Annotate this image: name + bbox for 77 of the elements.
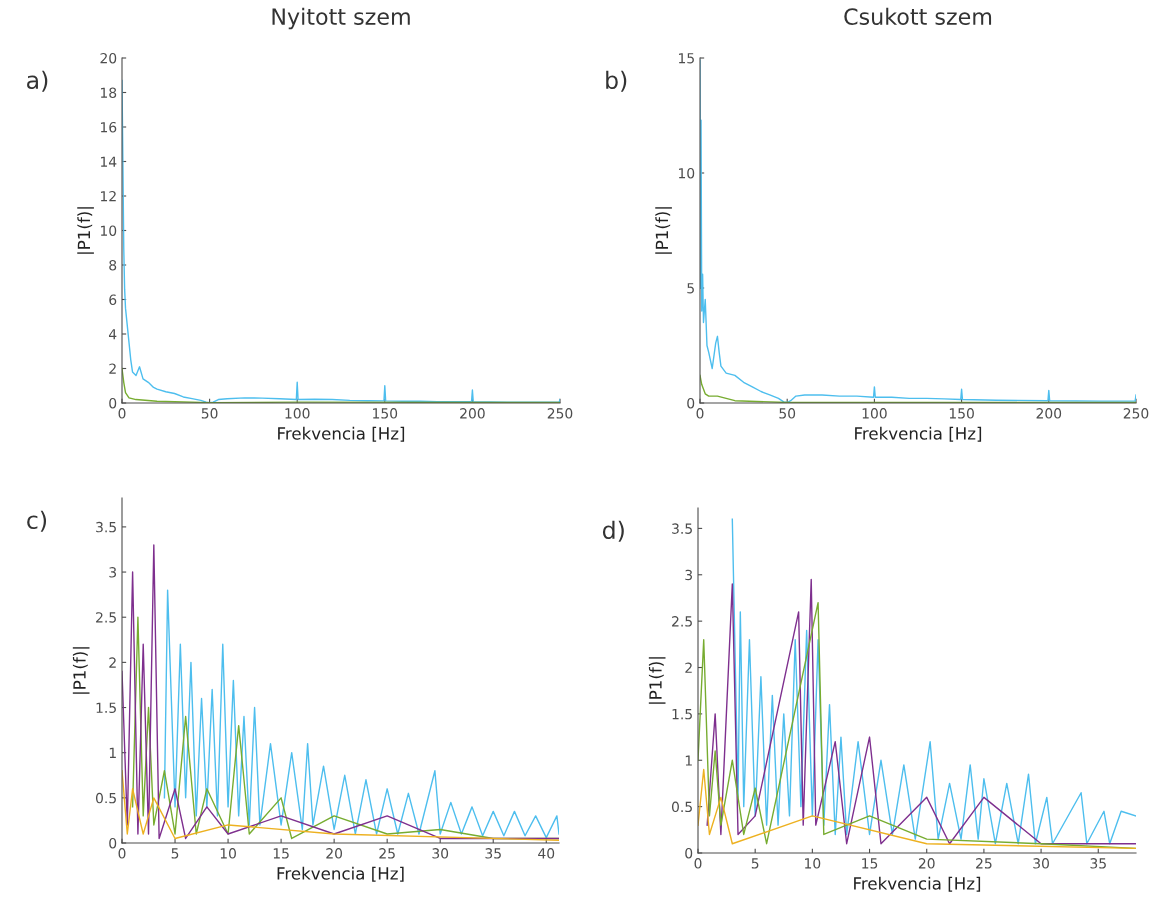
- y-axis-title: |P1(f)|: [648, 657, 666, 704]
- line-series: [698, 768, 1136, 850]
- y-tick-label: 6: [109, 294, 117, 305]
- line-series: [731, 518, 1136, 845]
- y-tick-label: 3: [685, 569, 693, 581]
- x-tick-label: 20: [326, 848, 343, 859]
- y-tick-label: 2.5: [96, 612, 116, 623]
- y-tick-label: 1: [109, 747, 116, 758]
- y-tick-label: 16: [100, 121, 117, 133]
- y-tick-label: 12: [100, 190, 116, 202]
- y-tick-label: 0.5: [671, 801, 692, 813]
- y-tick-label: 3.5: [96, 521, 116, 533]
- y-tick-label: 5: [687, 283, 694, 294]
- y-tick-label: 8: [109, 259, 117, 271]
- x-tick-label: 0: [696, 408, 704, 419]
- x-tick-label: 50: [201, 408, 218, 419]
- y-tick-label: 1.5: [672, 709, 692, 720]
- line-series: [163, 589, 559, 839]
- y-tick-label: 4: [108, 329, 117, 340]
- x-axis-title: Frekvencia [Hz]: [278, 426, 405, 442]
- y-tick-label: 2: [685, 662, 692, 673]
- x-tick-label: 35: [1090, 858, 1106, 869]
- x-tick-label: 5: [751, 858, 759, 869]
- y-tick-label: 2: [109, 657, 116, 668]
- x-tick-label: 10: [220, 848, 236, 859]
- x-tick-label: 25: [976, 858, 992, 869]
- text: b): [606, 70, 627, 92]
- x-axis-title: Frekvencia [Hz]: [854, 876, 981, 892]
- y-tick-label: 3.5: [672, 523, 692, 534]
- chart-title: Csukott szem: [844, 7, 992, 25]
- y-tick-label: 10: [678, 167, 695, 179]
- x-tick-label: 5: [171, 848, 179, 859]
- y-tick-label: 2: [109, 363, 116, 374]
- y-tick-label: 0: [109, 397, 117, 409]
- chart-title: Nyitott szem: [272, 7, 410, 30]
- line-series: [122, 544, 559, 840]
- y-axis-title: |P1(f)|: [77, 207, 94, 254]
- x-tick-label: 150: [949, 408, 974, 419]
- y-tick-label: 14: [100, 156, 117, 167]
- y-tick-label: 0.5: [95, 792, 116, 804]
- y-axis-title: |P1(f)|: [72, 647, 90, 694]
- x-tick-label: 30: [432, 848, 449, 859]
- y-tick-label: 1: [685, 755, 692, 766]
- y-tick-label: 10: [100, 225, 117, 236]
- x-tick-label: 0: [694, 858, 702, 869]
- x-tick-label: 0: [118, 408, 126, 419]
- x-tick-label: 250: [1123, 408, 1149, 419]
- x-axis-title: Frekvencia [Hz]: [277, 866, 404, 882]
- text: a): [27, 70, 48, 92]
- x-tick-label: 15: [862, 858, 878, 869]
- y-tick-label: 15: [678, 53, 694, 64]
- y-tick-label: 3: [109, 567, 117, 578]
- x-tick-label: 150: [373, 408, 398, 419]
- x-tick-label: 250: [547, 408, 573, 419]
- x-tick-label: 15: [273, 848, 289, 859]
- x-tick-label: 200: [1036, 408, 1062, 419]
- x-tick-label: 10: [805, 858, 821, 869]
- x-tick-label: 0: [118, 848, 126, 859]
- y-tick-label: 2.5: [672, 616, 692, 627]
- x-tick-label: 200: [460, 408, 485, 419]
- x-tick-label: 40: [538, 848, 555, 859]
- y-tick-label: 1.5: [96, 702, 116, 713]
- x-tick-label: 25: [379, 848, 395, 859]
- x-tick-label: 30: [1033, 858, 1049, 869]
- y-tick-label: 0: [109, 837, 117, 849]
- y-axis-title: |P1(f)|: [655, 207, 672, 254]
- text: c): [27, 510, 47, 532]
- y-tick-label: 20: [100, 52, 117, 64]
- y-tick-label: 18: [100, 87, 117, 98]
- x-tick-label: 20: [918, 858, 935, 869]
- x-tick-label: 35: [485, 848, 501, 859]
- x-axis-title: Frekvencia [Hz]: [855, 426, 982, 442]
- x-tick-label: 50: [779, 408, 796, 419]
- text: d): [602, 520, 624, 542]
- x-tick-label: 100: [285, 408, 310, 419]
- x-tick-label: 100: [862, 408, 887, 419]
- y-tick-label: 0: [687, 397, 695, 409]
